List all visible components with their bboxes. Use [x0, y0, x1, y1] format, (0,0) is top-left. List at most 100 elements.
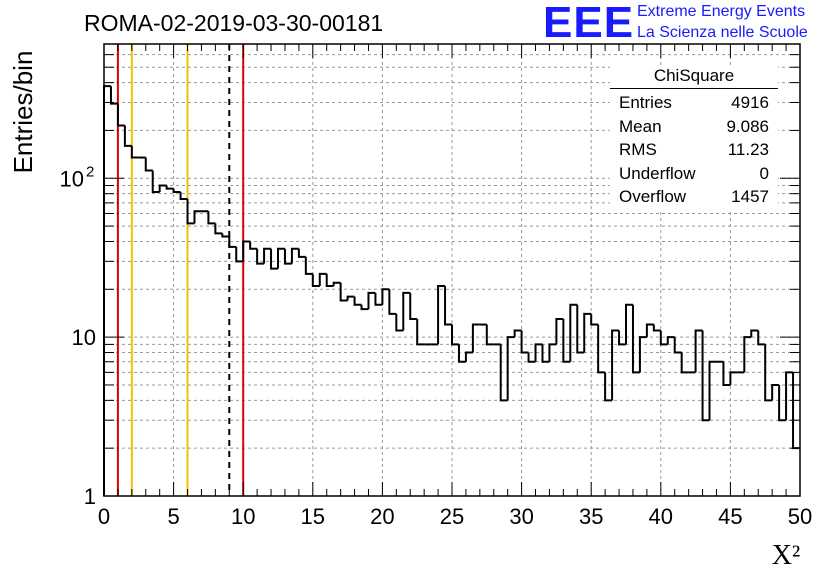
x-tick-label: 5 [167, 504, 179, 529]
histogram-bin [123, 125, 132, 147]
histogram-bin [513, 329, 522, 338]
histogram-bin [597, 324, 606, 374]
histogram-bin [778, 384, 787, 422]
histogram-bin [618, 330, 626, 346]
stats-label: Entries [619, 93, 672, 112]
histogram-bin [659, 330, 668, 346]
y-tick-label: 1 [84, 484, 96, 509]
x-tick-label: 30 [509, 504, 533, 529]
histogram-bin [583, 312, 592, 353]
histogram-bin [471, 323, 480, 353]
run-title: ROMA-02-2019-03-30-00181 [84, 10, 384, 36]
stats-value: 11.23 [727, 140, 769, 159]
stats-label: RMS [619, 140, 657, 159]
histogram-bin [130, 145, 139, 159]
histogram-bin [569, 303, 578, 362]
x-tick-label: 20 [370, 504, 394, 529]
histogram-bin [534, 343, 543, 362]
histogram-bin [527, 352, 536, 363]
x-tick-label: 0 [98, 504, 110, 529]
stats-label: Mean [619, 116, 662, 136]
x-tick-label: 45 [718, 504, 742, 529]
histogram-bin [631, 304, 640, 374]
histogram-bin [277, 247, 285, 269]
histogram-bin [332, 281, 341, 286]
histogram-bin [193, 210, 202, 224]
histogram-bin [562, 319, 571, 363]
histogram-bin [158, 184, 167, 192]
histogram-bin [541, 344, 550, 363]
histogram-bin [381, 288, 390, 305]
stats-row-underflow: Underflow 0 [610, 164, 778, 188]
histogram-bin [207, 211, 216, 225]
axis-ticks [103, 43, 801, 497]
stats-row-rms: RMS 11.23 [610, 140, 778, 164]
stats-value: 4916 [731, 93, 769, 112]
stats-row-entries: Entries 4916 [610, 93, 778, 117]
histogram-bin [757, 330, 766, 346]
histogram-bin [214, 223, 223, 235]
histogram-bin [673, 337, 682, 354]
histogram-bin [590, 313, 599, 326]
histogram-bin [485, 324, 494, 346]
histogram-bin [764, 344, 773, 402]
histogram-bin [263, 247, 272, 264]
stats-title: ChiSquare [610, 66, 778, 89]
stats-row-overflow: Overflow 1457 [610, 187, 778, 211]
histogram-bin [464, 351, 473, 362]
x-tick-label: 35 [579, 504, 603, 529]
histogram-bin [228, 236, 237, 248]
histogram-bin [555, 318, 564, 345]
histogram-bin [520, 330, 529, 354]
histogram-bin [437, 284, 446, 345]
x-tick-label: 10 [231, 504, 255, 529]
histogram-bin [367, 291, 376, 310]
histogram-bin [722, 361, 731, 386]
histogram-bin [297, 248, 306, 258]
histogram-bin [611, 329, 620, 401]
histogram-bin [235, 246, 244, 263]
histogram-bin [604, 372, 613, 402]
stats-value: 0 [759, 163, 769, 183]
histogram-bin [625, 303, 633, 345]
histogram-bin [694, 329, 703, 373]
stats-box: ChiSquare Entries 4916 Mean 9.086 RMS 11… [610, 66, 778, 211]
x-tick-label: 25 [440, 504, 464, 529]
x-tick-label: 15 [301, 504, 325, 529]
histogram-bin [165, 185, 174, 190]
histogram-bin [444, 285, 452, 326]
histogram-bin [318, 272, 327, 286]
histogram-bin [144, 157, 153, 172]
y-tick-label: 10 [72, 325, 96, 350]
histogram-bin [708, 360, 717, 421]
histogram-bin [457, 344, 466, 363]
eee-logo: EEE [543, 0, 635, 47]
histogram-bin [576, 304, 585, 354]
histogram-bin [750, 329, 759, 338]
histogram-bin [290, 247, 299, 264]
logo-subtitle-line1: Extreme Energy Events [637, 3, 806, 20]
histogram-bin [402, 291, 411, 331]
histogram-bin [638, 336, 647, 373]
histogram-bin [270, 248, 278, 270]
histogram-bin [416, 319, 425, 346]
histogram-bin [339, 282, 348, 302]
histogram-bin [729, 371, 738, 385]
histogram-bin [645, 323, 654, 338]
histogram-bin [283, 248, 292, 265]
histogram-bin [325, 273, 334, 287]
stats-value: 9.086 [726, 116, 769, 136]
x-axis-label: X² [772, 540, 801, 571]
histogram-bin [242, 240, 251, 262]
histogram-bin [388, 289, 397, 315]
stats-row-mean: Mean 9.086 [610, 117, 778, 141]
histogram-bin [792, 372, 800, 450]
histogram-bin [353, 296, 362, 306]
histogram-bin [151, 170, 160, 193]
histogram-bin [311, 273, 320, 287]
histogram-bin [346, 295, 355, 301]
x-tick-labels: 0 5 10 15 20 25 30 35 40 45 50 [98, 504, 812, 529]
histogram-bin [256, 248, 265, 265]
histogram-bin [743, 336, 752, 373]
